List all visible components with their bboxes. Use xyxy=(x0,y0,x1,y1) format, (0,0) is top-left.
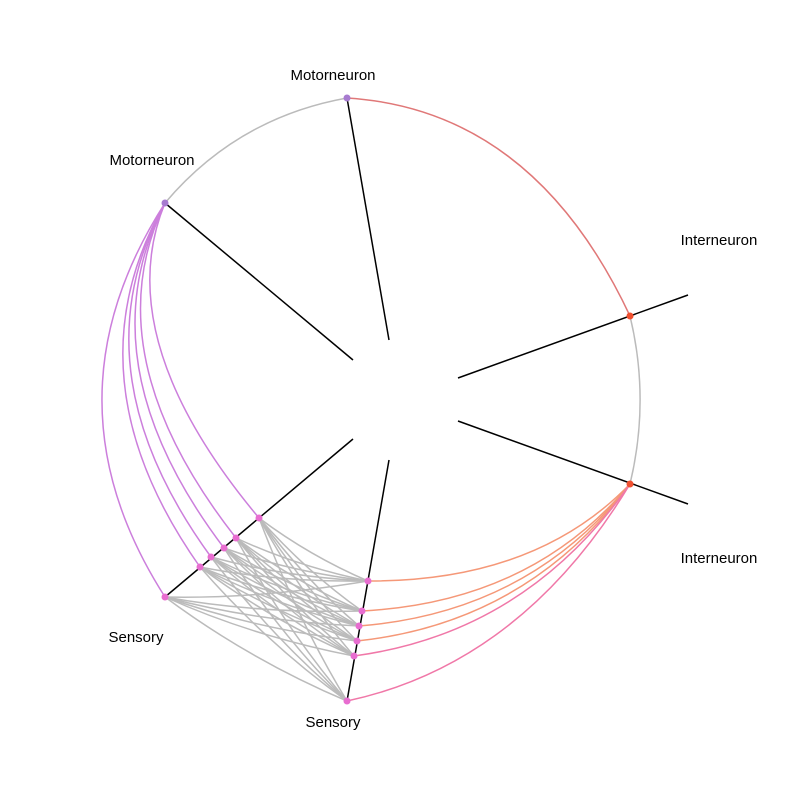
edge-inter-sensory xyxy=(356,483,631,642)
edge-inter-sensory xyxy=(346,483,631,702)
edge-sensory-sensory xyxy=(199,566,360,627)
axis-interneuron-b xyxy=(457,420,689,505)
edge-sensory-sensory xyxy=(199,566,358,642)
edge-sensory-sensory xyxy=(210,556,363,612)
node-sensory xyxy=(196,563,204,571)
edge-sensory-sensory xyxy=(258,517,363,612)
node-motorneuron xyxy=(343,94,351,102)
axis-label-interneuron-b: Interneuron xyxy=(681,550,758,567)
edge-sensory-sensory xyxy=(199,566,369,582)
edge-motor-sensory xyxy=(139,202,237,539)
node-sensory xyxy=(350,652,358,660)
edge-sensory-sensory xyxy=(164,596,360,627)
axis-label-sensory-b: Sensory xyxy=(305,714,361,731)
edge-sensory-sensory xyxy=(164,596,363,613)
axis-motorneuron-b xyxy=(346,97,390,341)
axes-layer xyxy=(164,97,689,702)
edge-sensory-sensory xyxy=(199,566,355,657)
edge-sensory-sensory xyxy=(199,566,348,702)
edges-layer xyxy=(101,97,641,702)
edge-motor-sensory xyxy=(101,202,166,598)
node-sensory xyxy=(358,607,366,615)
edge-sensory-sensory xyxy=(164,596,358,642)
edge-sensory-sensory xyxy=(210,556,358,642)
edge-motor-motor xyxy=(164,97,348,204)
edge-sensory-sensory xyxy=(164,580,369,598)
edge-inter-sensory xyxy=(358,483,631,627)
edge-sensory-sensory xyxy=(258,517,369,582)
node-sensory xyxy=(207,553,215,561)
edge-sensory-sensory xyxy=(235,537,369,582)
node-sensory xyxy=(255,514,263,522)
axis-label-interneuron-a: Interneuron xyxy=(681,232,758,249)
node-sensory xyxy=(161,593,169,601)
node-interneuron xyxy=(626,312,634,320)
node-sensory xyxy=(232,534,240,542)
edge-sensory-sensory xyxy=(164,596,355,657)
edge-sensory-sensory xyxy=(223,547,369,582)
edge-sensory-sensory xyxy=(210,556,360,627)
axis-interneuron-a xyxy=(457,294,689,379)
edge-inter-sensory xyxy=(353,483,631,657)
axis-label-motorneuron-b: Motorneuron xyxy=(290,67,375,84)
node-sensory xyxy=(220,544,228,552)
axis-label-motorneuron-a: Motorneuron xyxy=(109,152,194,169)
edge-motor-sensory xyxy=(128,202,212,558)
node-motorneuron xyxy=(161,199,169,207)
edge-motor-sensory xyxy=(134,202,225,549)
node-sensory xyxy=(355,622,363,630)
node-sensory xyxy=(343,697,351,705)
edge-sensory-sensory xyxy=(164,596,348,702)
node-interneuron xyxy=(626,480,634,488)
nodes-layer xyxy=(161,94,634,705)
edge-sensory-sensory xyxy=(235,537,363,612)
edge-inter-sensory xyxy=(367,483,631,582)
edge-sensory-sensory xyxy=(258,517,348,702)
edge-sensory-sensory xyxy=(210,556,369,582)
edge-motor-sensory xyxy=(122,202,201,568)
axis-motorneuron-a xyxy=(164,202,354,361)
edge-inter-sensory xyxy=(361,483,631,612)
axis-label-sensory-a: Sensory xyxy=(108,629,164,646)
labels-layer: Motorneuron Motorneuron Interneuron Inte… xyxy=(108,67,757,731)
edge-inter-inter xyxy=(629,315,641,485)
node-sensory xyxy=(353,637,361,645)
edge-motor-sensory xyxy=(149,202,260,519)
node-sensory xyxy=(364,577,372,585)
edge-motor-inter xyxy=(346,97,631,317)
edge-sensory-sensory xyxy=(223,547,363,612)
